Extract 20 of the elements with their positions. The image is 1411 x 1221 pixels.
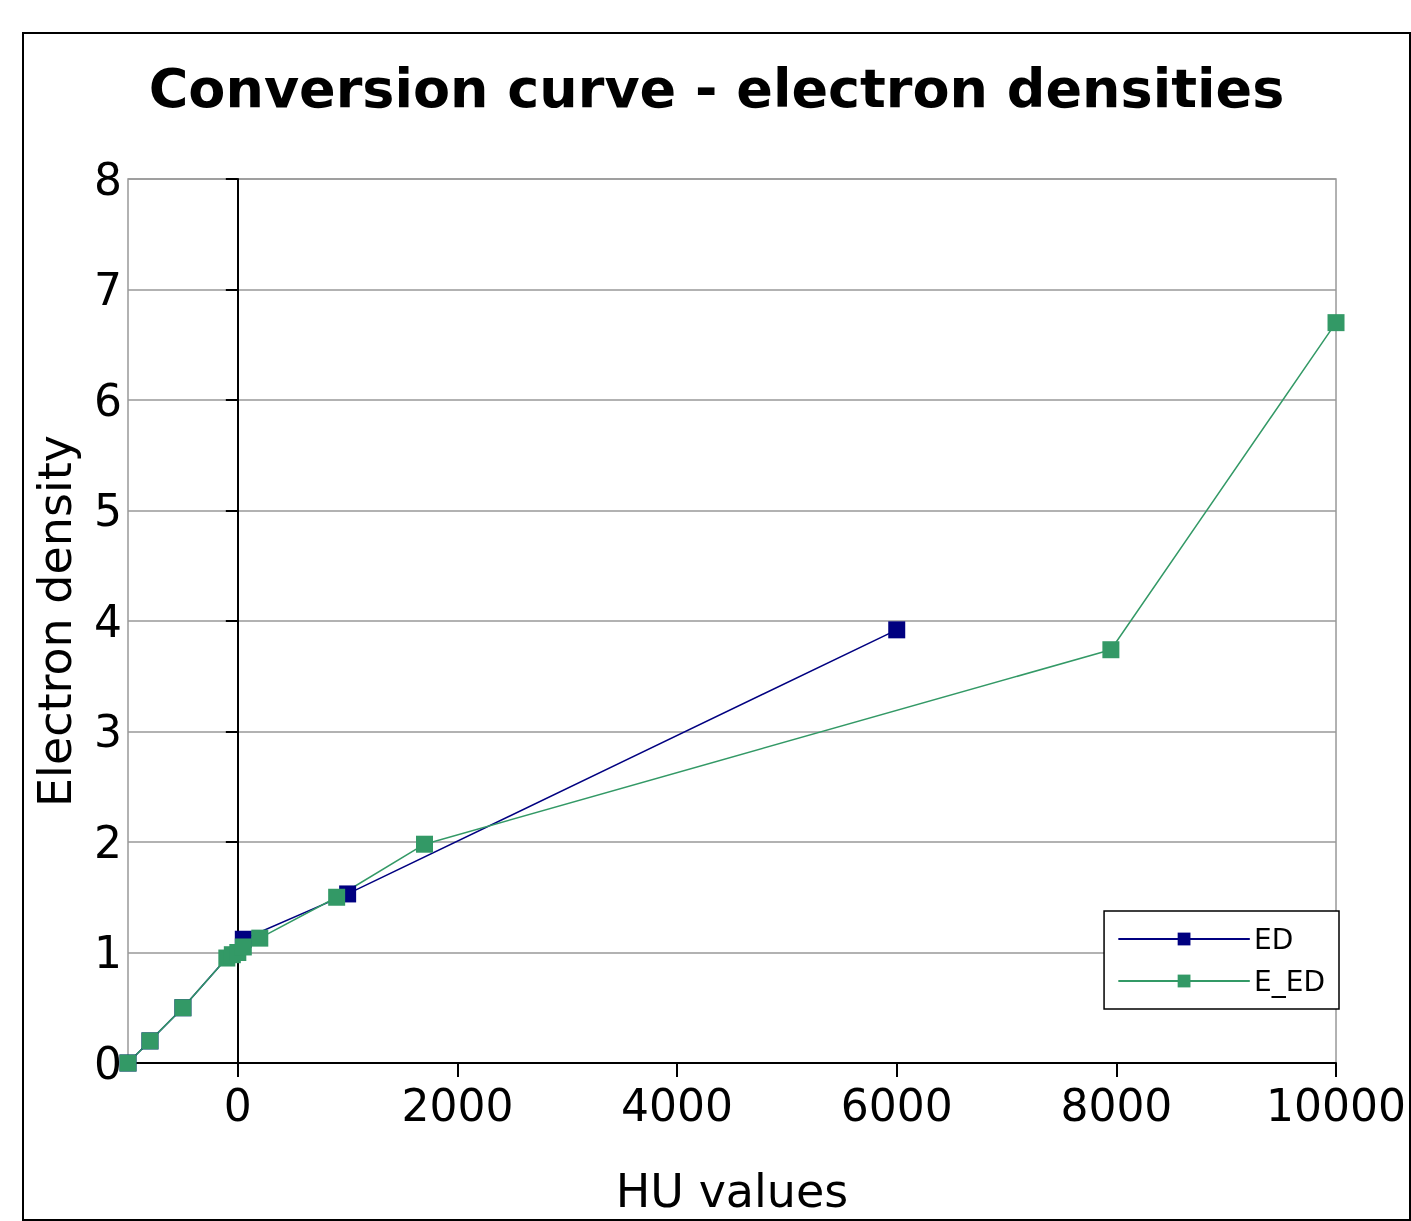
y-tick-label: 1 — [94, 927, 122, 978]
x-tick-label: 6000 — [840, 1079, 953, 1131]
y-tick-label: 2 — [94, 816, 122, 868]
x-tick-label: 4000 — [621, 1079, 734, 1131]
x-tick-label: 0 — [223, 1079, 252, 1131]
x-tick-label: 2000 — [401, 1079, 514, 1131]
x-tick-label: 8000 — [1060, 1079, 1173, 1131]
y-tick-label: 6 — [94, 374, 122, 426]
x-axis-title: HU values — [615, 1164, 849, 1218]
x-tick-label: 10000 — [1266, 1079, 1407, 1131]
legend-label: ED — [1254, 922, 1294, 956]
chart-title: Conversion curve - electron densities — [148, 56, 1285, 120]
y-tick-label: 3 — [94, 706, 122, 757]
legend-label: E_ED — [1254, 964, 1326, 998]
y-axis-title: Electron density — [28, 435, 82, 807]
y-tick-label: 7 — [94, 264, 122, 315]
y-tick-label: 0 — [94, 1037, 122, 1089]
y-tick-label: 5 — [94, 485, 122, 536]
y-tick-label: 8 — [94, 153, 122, 205]
y-tick-label: 4 — [94, 595, 122, 647]
